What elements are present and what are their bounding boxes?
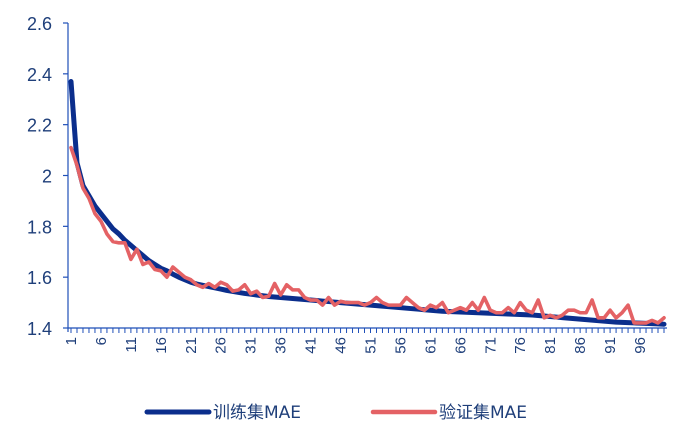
x-tick-label: 76 — [512, 337, 529, 354]
x-tick-label: 36 — [273, 337, 290, 354]
x-tick-label: 91 — [602, 337, 619, 354]
series-line-val-mae — [69, 145, 666, 325]
x-tick-label: 51 — [362, 337, 379, 354]
x-tick-label: 16 — [153, 337, 170, 354]
x-tick-label: 26 — [213, 337, 230, 354]
x-tick-label: 41 — [303, 337, 320, 354]
y-tick-label: 1.6 — [27, 268, 52, 288]
series-line-train-mae — [68, 78, 667, 327]
x-tick-label: 81 — [542, 337, 559, 354]
legend-label: 训练集MAE — [213, 403, 301, 423]
y-tick-label: 1.4 — [27, 319, 52, 339]
plot-area — [68, 78, 667, 327]
x-tick-label: 86 — [572, 337, 589, 354]
x-tick-label: 31 — [243, 337, 260, 354]
x-tick-label: 71 — [482, 337, 499, 354]
x-tick-label: 56 — [392, 337, 409, 354]
y-tick-label: 2 — [42, 167, 52, 187]
y-tick-label: 2.2 — [27, 116, 52, 136]
x-tick-label: 66 — [452, 337, 469, 354]
y-tick-label: 2.4 — [27, 65, 52, 85]
x-axis: 1 6 11 16 21 26 31 36 41 46 51 56 61 66 71 76 81 86 91 96 — [63, 327, 667, 354]
legend: 训练集MAE 验证集MAE — [144, 403, 527, 423]
y-tick-label: 2.6 — [27, 14, 52, 34]
x-tick-label: 46 — [333, 337, 350, 354]
x-tick-label: 11 — [123, 337, 140, 353]
x-tick-label: 21 — [183, 337, 200, 354]
x-tick-label: 1 — [63, 337, 80, 345]
y-tick-label: 1.8 — [27, 217, 52, 237]
x-tick-label: 61 — [422, 337, 439, 354]
legend-label: 验证集MAE — [439, 403, 527, 423]
x-tick-label: 6 — [93, 337, 110, 345]
y-axis: 1.4 1.6 1.8 2 2.2 2.4 2.6 — [27, 14, 69, 339]
x-tick-label: 96 — [632, 337, 649, 354]
